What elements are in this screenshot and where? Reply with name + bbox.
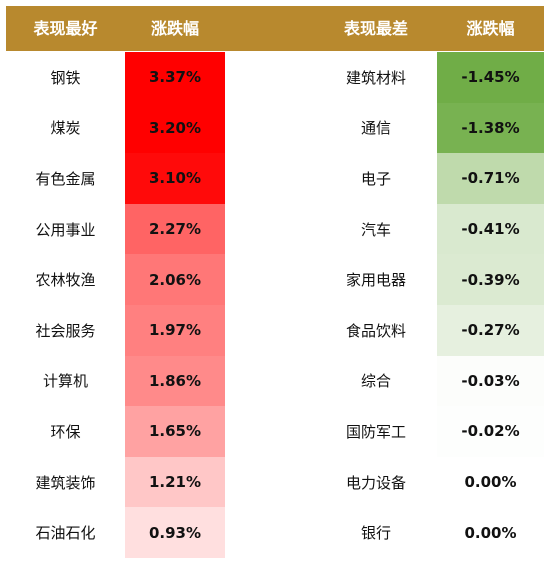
table-body: 钢铁 3.37% 建筑材料 -1.45% 煤炭 3.20% 通信 -1.38% … (6, 52, 544, 558)
worst-sector-name: 电力设备 (345, 473, 406, 492)
worst-sector-change: -1.45% (437, 52, 544, 103)
worst-sector-change: 0.00% (437, 507, 544, 558)
worst-sector-change: 0.00% (437, 456, 544, 508)
best-sector-change: 1.86% (125, 355, 225, 407)
table-row: 计算机 1.86% 综合 -0.03% (6, 355, 544, 407)
worst-sector-name: 电子 (360, 169, 391, 188)
header-best-label: 表现最好 (33, 19, 98, 38)
best-sector-name: 农林牧渔 (35, 271, 96, 290)
best-sector-name: 建筑装饰 (35, 473, 96, 492)
best-sector-change: 0.93% (125, 507, 225, 558)
best-sector-name: 煤炭 (50, 119, 81, 138)
worst-sector-name: 银行 (360, 524, 391, 543)
worst-sector-change: -0.39% (437, 254, 544, 305)
table-row: 公用事业 2.27% 汽车 -0.41% (6, 203, 544, 255)
worst-sector-change: -0.03% (437, 355, 544, 407)
best-sector-name: 石油石化 (35, 524, 96, 543)
table-row: 社会服务 1.97% 食品饮料 -0.27% (6, 304, 544, 356)
worst-sector-name: 国防军工 (345, 422, 406, 441)
worst-sector-name: 综合 (360, 372, 391, 391)
best-sector-change: 1.21% (125, 456, 225, 508)
best-sector-name: 钢铁 (50, 68, 81, 87)
worst-sector-change: -0.71% (437, 153, 544, 204)
best-sector-change: 3.20% (125, 102, 225, 154)
header-worst-label: 表现最差 (343, 19, 408, 38)
table-row: 农林牧渔 2.06% 家用电器 -0.39% (6, 254, 544, 305)
table-header: 表现最好 涨跌幅 表现最差 涨跌幅 (6, 6, 544, 51)
best-sector-change: 3.10% (125, 153, 225, 204)
table-row: 石油石化 0.93% 银行 0.00% (6, 507, 544, 558)
worst-sector-change: -0.27% (437, 304, 544, 356)
table-row: 环保 1.65% 国防军工 -0.02% (6, 406, 544, 457)
best-sector-change: 2.27% (125, 203, 225, 255)
best-sector-change: 1.97% (125, 304, 225, 356)
best-sector-name: 社会服务 (35, 321, 96, 340)
worst-sector-change: -0.02% (437, 406, 544, 457)
best-sector-change: 1.65% (125, 406, 225, 457)
best-sector-name: 计算机 (42, 372, 88, 391)
table-row: 钢铁 3.37% 建筑材料 -1.45% (6, 52, 544, 103)
worst-sector-change: -1.38% (437, 102, 544, 154)
worst-sector-name: 通信 (360, 119, 391, 138)
worst-sector-change: -0.41% (437, 203, 544, 255)
header-worst-change-label: 涨跌幅 (466, 19, 515, 38)
table-row: 建筑装饰 1.21% 电力设备 0.00% (6, 456, 544, 508)
worst-sector-name: 汽车 (360, 220, 391, 239)
worst-sector-name: 家用电器 (345, 271, 406, 290)
best-sector-change: 2.06% (125, 254, 225, 305)
best-sector-name: 环保 (50, 422, 81, 441)
worst-sector-name: 建筑材料 (345, 68, 406, 87)
table-row: 有色金属 3.10% 电子 -0.71% (6, 153, 544, 204)
table-row: 煤炭 3.20% 通信 -1.38% (6, 102, 544, 154)
worst-sector-name: 食品饮料 (345, 321, 406, 340)
best-sector-name: 公用事业 (35, 220, 96, 239)
best-sector-name: 有色金属 (35, 169, 96, 188)
header-best-change-label: 涨跌幅 (150, 19, 199, 38)
best-sector-change: 3.37% (125, 52, 225, 103)
